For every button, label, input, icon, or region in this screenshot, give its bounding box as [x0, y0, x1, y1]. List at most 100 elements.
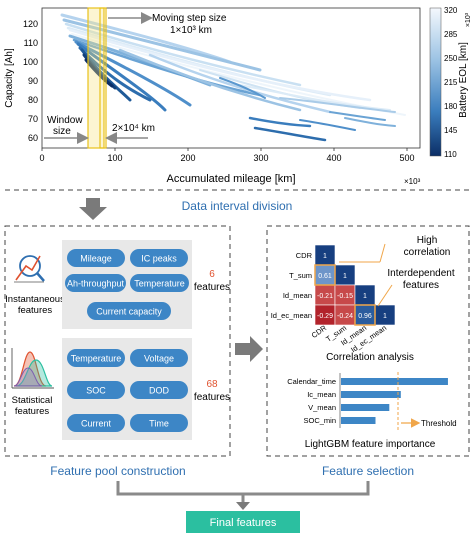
- moving-step-label: Moving step size: [152, 13, 227, 24]
- instantaneous-count-label: features: [194, 282, 230, 293]
- moving-step-highlight: [99, 7, 107, 149]
- colorbar-tick-label: 110: [444, 150, 457, 159]
- interdep-callout-line: [377, 284, 393, 307]
- matrix-cell-value: 0.96: [358, 313, 372, 320]
- correlation-matrix: 10.61 1-0.21 -0.15 1-0.29 -0.24 0.96 1CDRCDRT_…: [271, 244, 396, 354]
- pill-stat-dod: [130, 381, 188, 399]
- plot-frame: [41, 7, 421, 149]
- matrix-row-label: T_sum: [289, 271, 312, 280]
- matrix-cell-value: 1: [383, 313, 387, 320]
- importance-feature-label: Ic_mean: [307, 390, 336, 399]
- instantaneous-count: 6: [209, 269, 215, 280]
- matrix-cell-value: 1: [323, 253, 327, 260]
- merge-connector: [116, 481, 370, 503]
- instantaneous-icon: [14, 255, 45, 283]
- colorbar-tick-label: 285: [444, 30, 458, 39]
- colorbar-tick-label: 180: [444, 102, 458, 111]
- y-tick-label: 120: [23, 19, 38, 29]
- importance-bar-chart: Calendar_time Ic_mean V_mean SOC_min: [287, 377, 448, 425]
- high-corr-callout-line-2: [379, 243, 386, 263]
- x-tick-label: 100: [107, 153, 122, 163]
- high-corr-highlight: [314, 264, 336, 286]
- y-tick-label: 90: [28, 76, 38, 86]
- y-axis-label: Capacity [Ah]: [4, 48, 15, 108]
- colorbar-label: Battery EOL [km]: [458, 42, 469, 118]
- feature-pool-box: [4, 225, 231, 457]
- colorbar-tick-label: 250: [444, 54, 458, 63]
- high-corr-label-1: High: [417, 235, 438, 246]
- feature-pool-title: Feature pool construction: [50, 464, 185, 478]
- pill-stat-soc-label: SOC: [86, 386, 106, 396]
- statistical-count: 68: [206, 379, 218, 390]
- statistical-icon: [11, 348, 54, 389]
- x-tick-label: 200: [180, 153, 195, 163]
- x-tick-label: 0: [39, 153, 44, 163]
- x-axis-label: Accumulated mileage [km]: [167, 173, 296, 185]
- x-tick-label: 400: [326, 153, 341, 163]
- instantaneous-label-2: features: [18, 305, 53, 316]
- x-tick-label: 300: [253, 153, 268, 163]
- instantaneous-feature-pills: Mileage IC peaks Ah-throughput Temperature C…: [65, 249, 189, 320]
- matrix-cell-value: 1: [363, 293, 367, 300]
- capacity-plot: Moving step size 1×10³ km Window size 2×…: [4, 7, 421, 186]
- importance-bar: [341, 391, 401, 398]
- window-highlight: [87, 7, 105, 149]
- pill-stat-temperature: [67, 349, 125, 367]
- importance-feature-label: V_mean: [308, 403, 336, 412]
- matrix-row-label: CDR: [296, 251, 313, 260]
- statistical-count-label: features: [194, 392, 230, 403]
- final-features-label: Final features: [210, 517, 277, 529]
- right-arrow: [235, 336, 263, 362]
- y-tick-label: 70: [28, 114, 38, 124]
- colorbar-exponent: ×10³: [465, 12, 472, 27]
- pill-stat-soc: [67, 381, 125, 399]
- pill-current-capacity-label: Current capacity: [96, 307, 162, 317]
- importance-feature-label: SOC_min: [303, 416, 336, 425]
- importance-bar: [341, 378, 448, 385]
- colorbar-tick-label: 145: [444, 126, 458, 135]
- window-value: 2×10⁴ km: [112, 123, 155, 134]
- pill-temperature: [130, 274, 189, 292]
- pill-stat-voltage-label: Voltage: [144, 354, 174, 364]
- high-corr-label-2: correlation: [404, 247, 451, 258]
- pill-stat-time: [130, 414, 188, 432]
- y-tick-label: 80: [28, 95, 38, 105]
- importance-bar: [341, 417, 376, 424]
- instantaneous-label-1: Instantaneous: [5, 294, 65, 305]
- matrix-cell-value: -0.29: [317, 313, 333, 320]
- moving-step-value: 1×10³ km: [170, 25, 212, 36]
- pill-stat-dod-label: DOD: [149, 386, 170, 396]
- pill-mileage: [67, 249, 125, 267]
- pill-ah-throughput: [65, 274, 126, 292]
- pill-stat-time-label: Time: [149, 419, 169, 429]
- pill-stat-current: [67, 414, 125, 432]
- y-tick-labels: 60 70 80 90 100 110 120: [23, 19, 38, 143]
- y-tick-label: 60: [28, 133, 38, 143]
- statistical-feature-pills: Temperature Voltage SOC DOD Current Time: [67, 349, 188, 432]
- pill-mileage-label: Mileage: [80, 254, 112, 264]
- matrix-cell-value: -0.24: [337, 313, 353, 320]
- window-label-line2: size: [53, 126, 71, 137]
- pill-current-capacity: [87, 302, 171, 320]
- pill-ah-throughput-label: Ah-throughput: [67, 279, 125, 289]
- x-axis-exponent: ×10³: [404, 177, 421, 186]
- matrix-row-label: Id_mean: [283, 291, 312, 300]
- down-arrow-2: [236, 502, 250, 510]
- x-tick-label: 500: [399, 153, 414, 163]
- pill-temperature-label: Temperature: [134, 279, 185, 289]
- pill-stat-voltage: [130, 349, 188, 367]
- y-tick-label: 110: [24, 38, 38, 48]
- down-arrow-1: [79, 198, 107, 220]
- final-features-box: [186, 511, 300, 533]
- colorbar: 320 285 250 215 180 145 110 Battery EOL [km] ×…: [429, 6, 472, 159]
- colorbar-tick-labels: 320 285 250 215 180 145 110: [444, 6, 458, 159]
- pill-stat-temperature-label: Temperature: [71, 354, 122, 364]
- colorbar-tick-label: 215: [444, 78, 458, 87]
- window-label-line1: Window: [47, 115, 83, 126]
- colorbar-tick-label: 320: [444, 6, 458, 15]
- matrix-cell-value: 0.61: [318, 273, 332, 280]
- interdep-highlight: [354, 304, 376, 326]
- statistical-label-2: features: [15, 406, 50, 417]
- x-tick-labels: 0 100 200 300 400 500: [39, 148, 415, 163]
